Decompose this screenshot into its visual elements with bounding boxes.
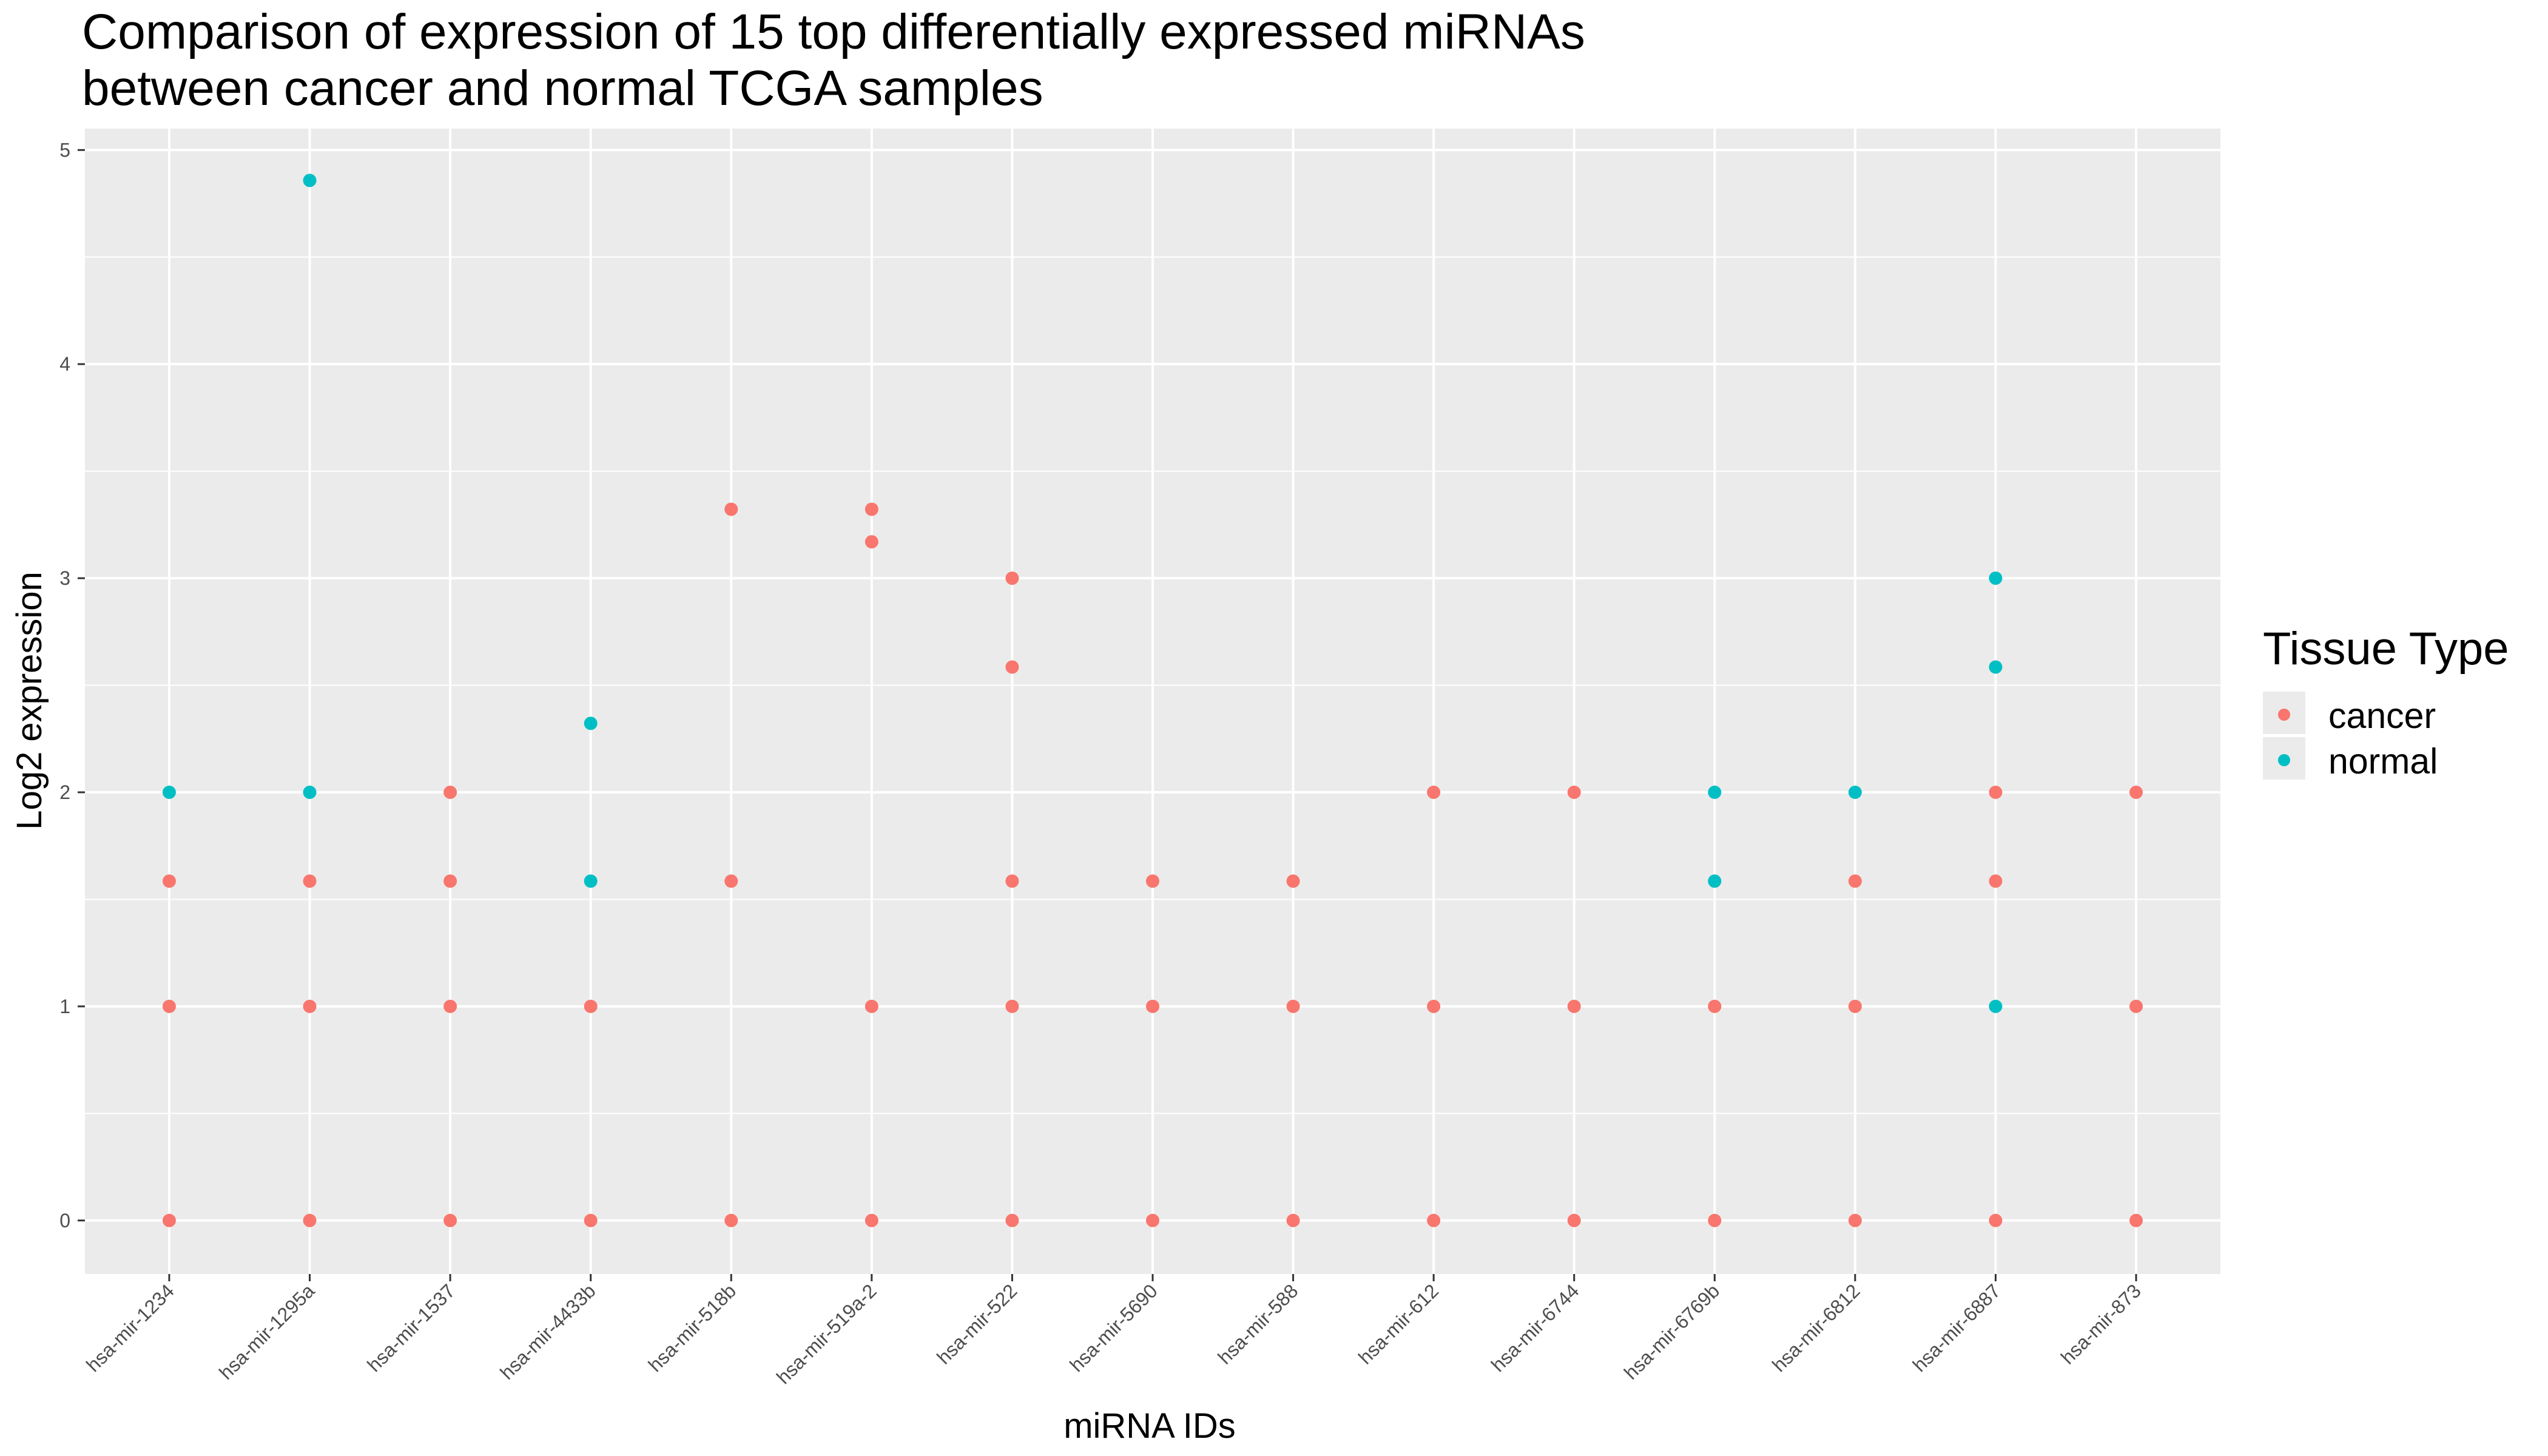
- point-cancer: [1005, 571, 1019, 585]
- point-cancer: [1146, 999, 1159, 1013]
- point-cancer: [724, 874, 738, 888]
- y-tick-label: 4: [59, 353, 70, 375]
- point-cancer: [1567, 1213, 1581, 1227]
- point-cancer: [1427, 785, 1441, 799]
- y-axis-title: Log2 expression: [10, 571, 49, 830]
- point-cancer: [1567, 999, 1581, 1013]
- point-cancer: [1708, 999, 1722, 1013]
- point-cancer: [1286, 1213, 1300, 1227]
- legend: Tissue Type cancer normal: [2263, 623, 2509, 781]
- legend-label-normal: normal: [2328, 741, 2438, 781]
- x-tick-label: hsa-mir-612: [1354, 1279, 1443, 1368]
- point-cancer: [1427, 1213, 1441, 1227]
- y-tick-label: 1: [59, 996, 70, 1017]
- point-cancer: [1005, 1213, 1019, 1227]
- point-cancer: [1427, 999, 1441, 1013]
- point-cancer: [1708, 1213, 1722, 1227]
- point-cancer: [1005, 660, 1019, 674]
- point-cancer: [162, 999, 176, 1013]
- point-cancer: [443, 1213, 457, 1227]
- point-cancer: [1848, 999, 1862, 1013]
- x-tick-label: hsa-mir-1537: [363, 1279, 459, 1376]
- x-tick-label: hsa-mir-6887: [1909, 1279, 2005, 1376]
- y-tick-label: 2: [59, 781, 70, 803]
- point-cancer: [864, 999, 878, 1013]
- legend-marker-normal: [2278, 754, 2290, 766]
- point-cancer: [1989, 874, 2003, 888]
- point-cancer: [303, 874, 317, 888]
- point-cancer: [864, 535, 878, 549]
- point-normal: [303, 174, 317, 187]
- point-normal: [1989, 660, 2003, 674]
- point-cancer: [724, 1213, 738, 1227]
- x-tick-label: hsa-mir-1234: [82, 1279, 178, 1376]
- point-cancer: [162, 874, 176, 888]
- point-normal: [162, 785, 176, 799]
- x-tick-label: hsa-mir-522: [932, 1279, 1021, 1368]
- x-tick-label: hsa-mir-6769b: [1620, 1279, 1724, 1383]
- point-cancer: [1146, 1213, 1159, 1227]
- point-normal: [584, 874, 598, 888]
- x-axis: hsa-mir-1234 hsa-mir-1295a hsa-mir-1537 hsa…: [82, 1274, 2145, 1388]
- point-cancer: [2129, 1213, 2143, 1227]
- x-tick-label: hsa-mir-1295a: [215, 1279, 318, 1383]
- major-gridlines: [85, 129, 2220, 1274]
- point-normal: [1848, 785, 1862, 799]
- point-cancer: [2129, 999, 2143, 1013]
- point-cancer: [443, 874, 457, 888]
- point-cancer: [1989, 1213, 2003, 1227]
- point-cancer: [724, 502, 738, 516]
- point-cancer: [2129, 785, 2143, 799]
- x-tick-label: hsa-mir-518b: [644, 1279, 740, 1376]
- x-tick-label: hsa-mir-519a-2: [772, 1279, 881, 1388]
- point-cancer: [1989, 785, 2003, 799]
- point-cancer: [1005, 999, 1019, 1013]
- data-points: [162, 174, 2143, 1227]
- point-normal: [1989, 571, 2003, 585]
- x-tick-label: hsa-mir-6744: [1487, 1279, 1583, 1376]
- point-cancer: [1005, 874, 1019, 888]
- legend-title: Tissue Type: [2263, 623, 2509, 675]
- point-cancer: [162, 1213, 176, 1227]
- point-normal: [1708, 785, 1722, 799]
- point-normal: [1989, 999, 2003, 1013]
- x-tick-label: hsa-mir-5690: [1065, 1279, 1162, 1376]
- y-tick-label: 0: [59, 1210, 70, 1232]
- chart-title-line-1: Comparison of expression of 15 top diffe…: [82, 4, 1585, 59]
- point-normal: [584, 716, 598, 730]
- point-cancer: [584, 999, 598, 1013]
- point-cancer: [1848, 874, 1862, 888]
- point-cancer: [864, 502, 878, 516]
- point-cancer: [1848, 1213, 1862, 1227]
- point-cancer: [443, 785, 457, 799]
- point-cancer: [864, 1213, 878, 1227]
- y-tick-label: 5: [59, 139, 70, 161]
- point-cancer: [303, 999, 317, 1013]
- point-cancer: [303, 1213, 317, 1227]
- point-normal: [1708, 874, 1722, 888]
- point-cancer: [1286, 999, 1300, 1013]
- legend-marker-cancer: [2278, 709, 2290, 721]
- x-tick-label: hsa-mir-588: [1213, 1279, 1302, 1368]
- chart-title-line-2: between cancer and normal TCGA samples: [82, 61, 1043, 116]
- point-cancer: [1146, 874, 1159, 888]
- x-tick-label: hsa-mir-873: [2057, 1279, 2145, 1368]
- point-normal: [303, 785, 317, 799]
- point-cancer: [584, 1213, 598, 1227]
- y-axis: 0 1 2 3 4 5: [59, 139, 85, 1232]
- x-tick-label: hsa-mir-6812: [1768, 1279, 1864, 1376]
- y-tick-label: 3: [59, 567, 70, 589]
- legend-label-cancer: cancer: [2328, 696, 2436, 736]
- point-cancer: [1286, 874, 1300, 888]
- x-tick-label: hsa-mir-4433b: [496, 1279, 599, 1383]
- x-axis-title: miRNA IDs: [1063, 1406, 1236, 1446]
- point-cancer: [443, 999, 457, 1013]
- point-cancer: [1567, 785, 1581, 799]
